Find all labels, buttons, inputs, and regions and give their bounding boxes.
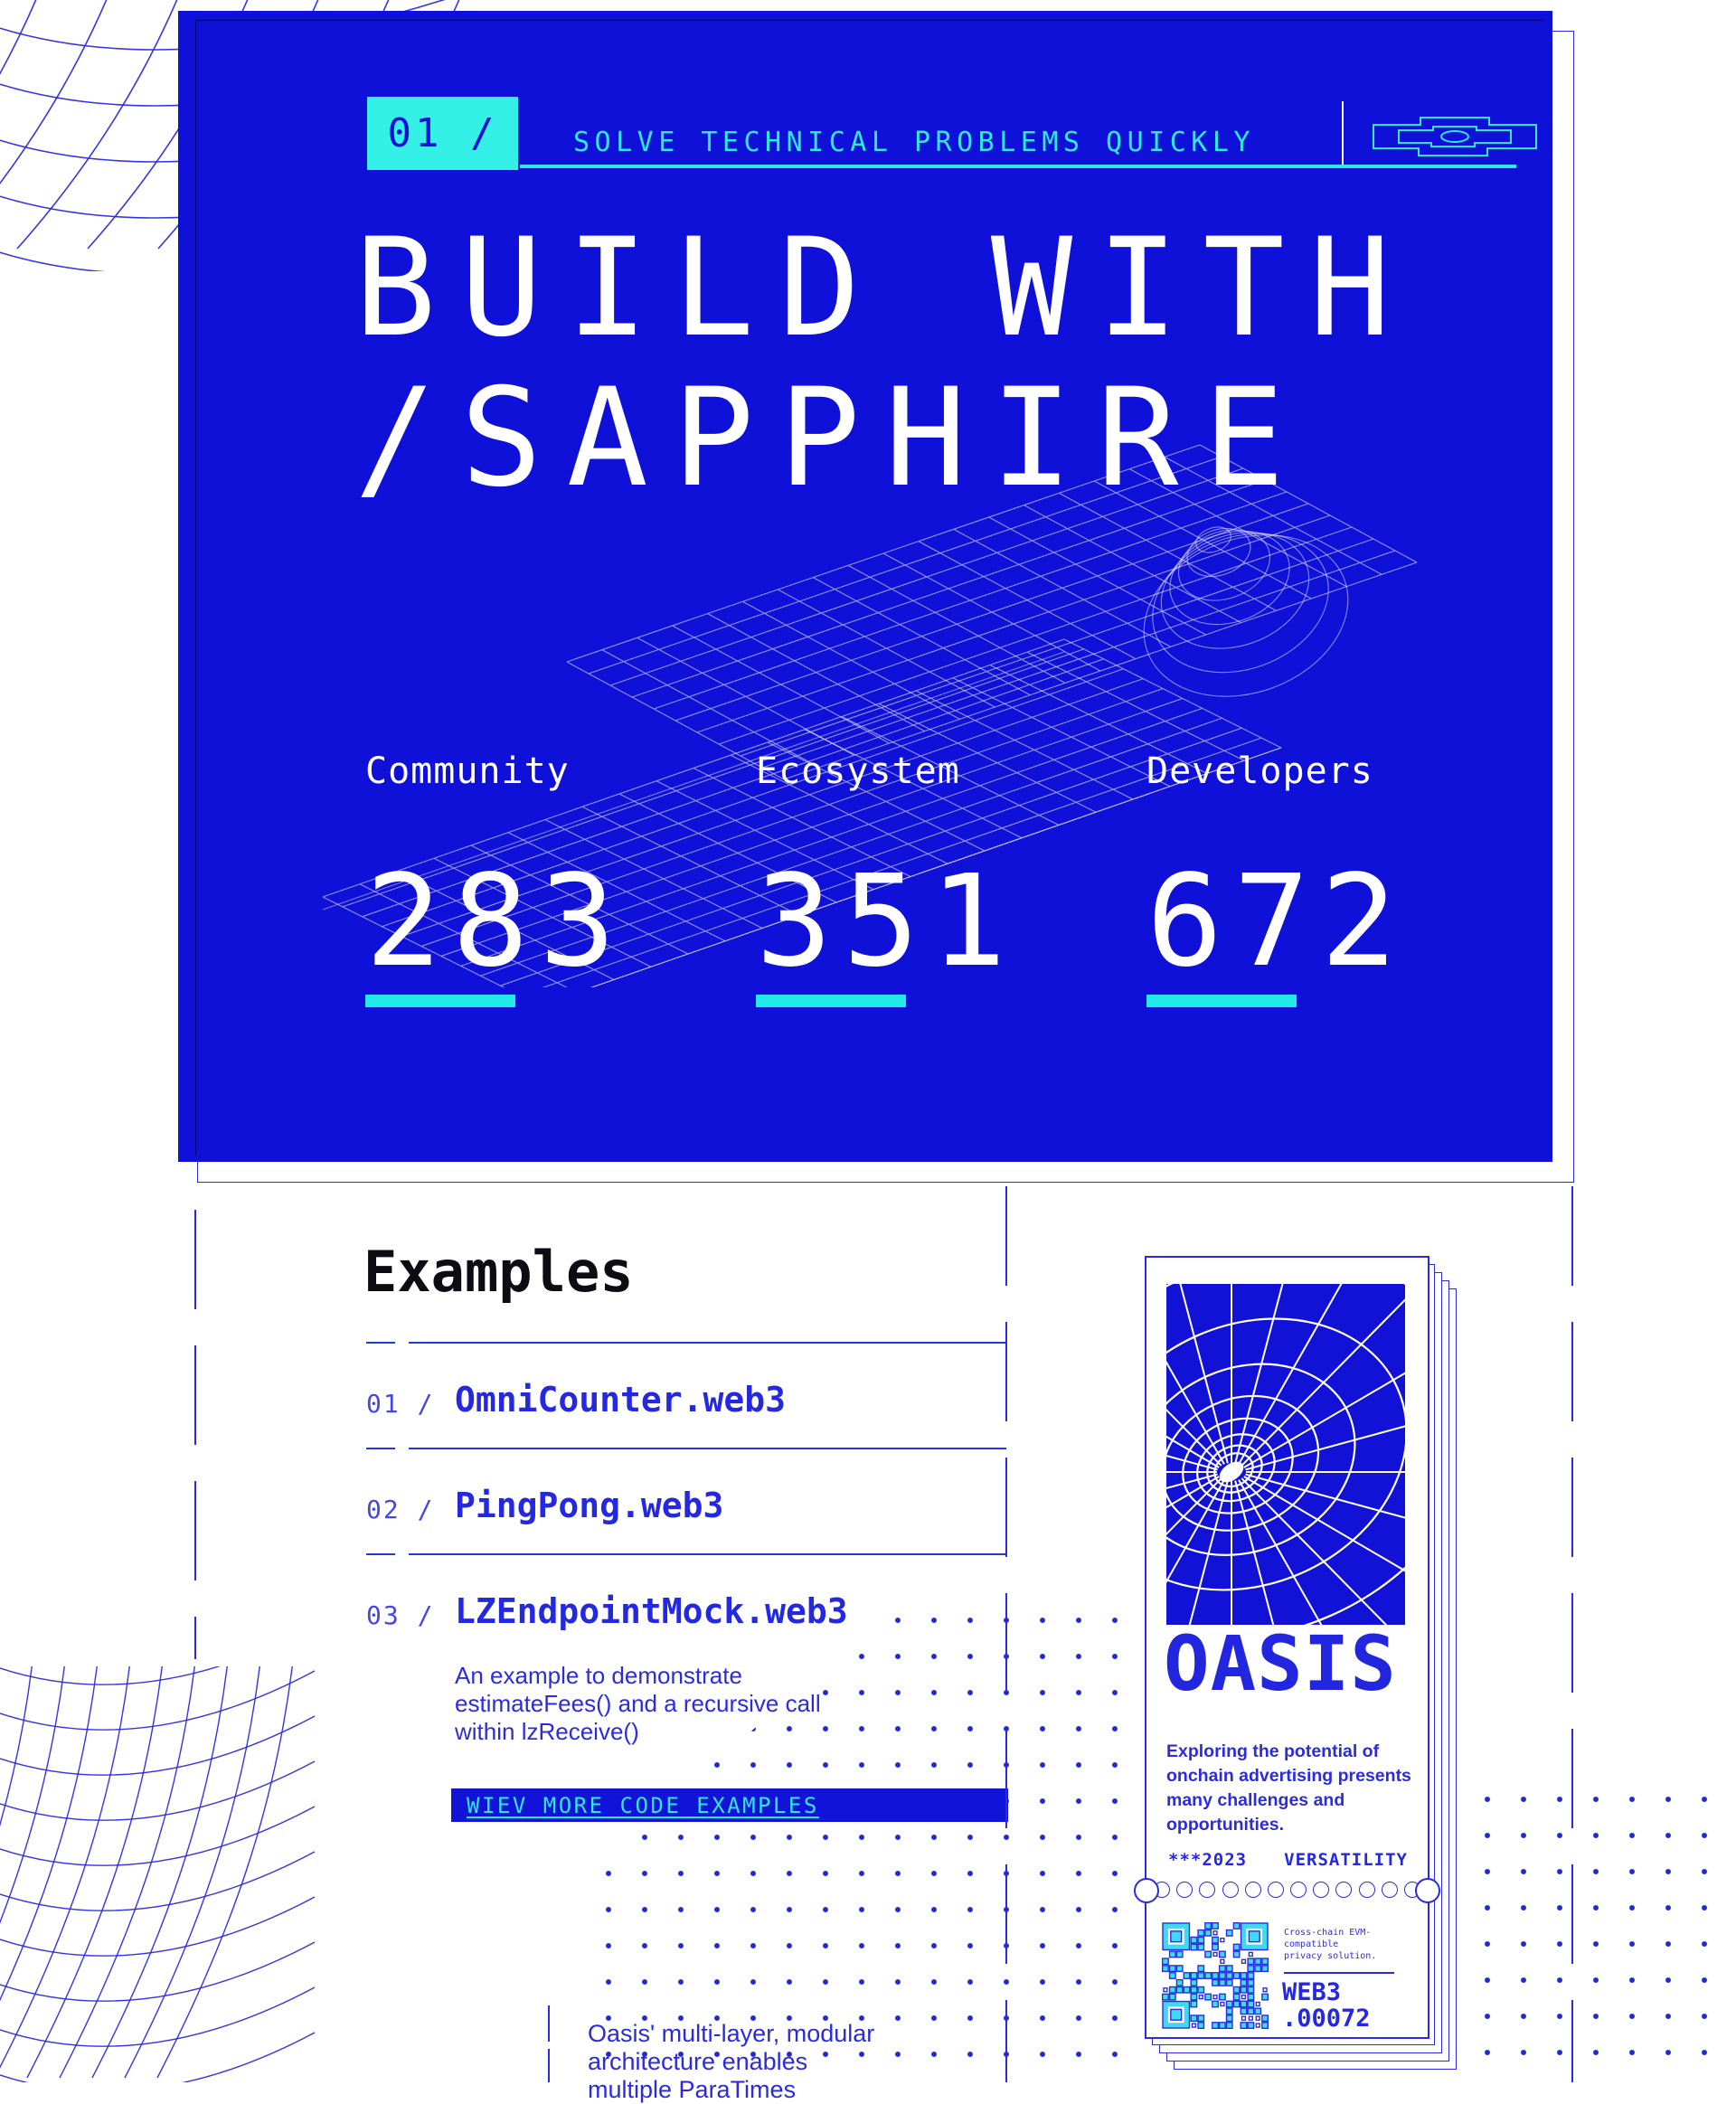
- card-tag: VERSATILITY: [1284, 1850, 1408, 1870]
- ticket-notch: [1134, 1878, 1159, 1903]
- sheet-wireframe-graphic: [322, 444, 1418, 987]
- footer-line: multiple ParaTimes: [588, 2076, 797, 2103]
- stat-label: Community: [365, 750, 570, 792]
- example-item-number: 03 /: [366, 1600, 435, 1630]
- stat-value: 672: [1146, 848, 1408, 995]
- dashed-guide-line: [548, 2005, 550, 2082]
- footer-paragraph: Oasis' multi-layer, modular architecture…: [588, 2020, 874, 2104]
- hero-tagline: SOLVE TECHNICAL PROBLEMS QUICKLY: [573, 127, 1255, 158]
- stat-underline-bar: [1146, 995, 1297, 1007]
- stat-value: 283: [365, 848, 627, 995]
- perforation-hole: [1381, 1882, 1398, 1898]
- oasis-ticket-card: OASIS Exploring the potential of onchain…: [1134, 1256, 1440, 2039]
- stat-value: 351: [756, 848, 1017, 995]
- perforation-hole: [1176, 1882, 1194, 1898]
- perforation-row: [1154, 1882, 1420, 1900]
- card-code: WEB3: [1282, 1978, 1342, 2006]
- hero-inner-line: [195, 20, 196, 1156]
- example-description: An example to demonstrate estimateFees()…: [455, 1662, 821, 1745]
- qr-code: [1162, 1922, 1269, 2029]
- stat-underline-bar: [365, 995, 515, 1007]
- ticket-notch: [1415, 1878, 1440, 1903]
- tube-wireframe-graphic: [0, 1666, 316, 2082]
- divider: [366, 1448, 395, 1449]
- divider: [366, 1342, 395, 1344]
- perforation-hole: [1199, 1882, 1216, 1898]
- divider: [409, 1342, 1006, 1344]
- divider: [366, 1553, 395, 1555]
- qr-caption: Cross-chain EVM-compatible privacy solut…: [1284, 1927, 1410, 1962]
- perforation-hole: [1244, 1882, 1261, 1898]
- card-code: .00072: [1282, 2005, 1371, 2033]
- example-item-pingpong[interactable]: PingPong.web3: [455, 1486, 724, 1525]
- example-item-lzendpointmock[interactable]: LZEndpointMock.web3: [455, 1591, 848, 1631]
- card-year: ***2023: [1168, 1850, 1248, 1870]
- divider: [409, 1448, 1006, 1449]
- hero-inner-line: [195, 20, 1544, 21]
- qr-caption-line: privacy solution.: [1284, 1951, 1377, 1961]
- stat-label: Ecosystem: [756, 750, 960, 792]
- stat-label: Developers: [1146, 750, 1373, 792]
- dot-grid-pattern: [1433, 1781, 1736, 2082]
- qr-caption-line: Cross-chain EVM-compatible: [1284, 1928, 1372, 1949]
- cyan-underline: [520, 165, 1516, 168]
- footer-line: Oasis' multi-layer, modular: [588, 2020, 875, 2047]
- hero-title-line1: BUILD WITH: [354, 210, 1416, 367]
- perforation-hole: [1267, 1882, 1284, 1898]
- divider: [409, 1553, 1006, 1555]
- hero-title-line2: /SAPPHIRE: [354, 360, 1309, 517]
- dashed-guide-line: [1005, 1186, 1007, 2082]
- example-item-number: 01 /: [366, 1389, 435, 1419]
- footer-line: architecture enables: [588, 2048, 808, 2075]
- cta-label[interactable]: WIEV MORE CODE EXAMPLES: [467, 1793, 819, 1818]
- example-item-number: 02 /: [366, 1495, 435, 1524]
- divider: [1284, 1972, 1394, 1974]
- example-item-omnicounter[interactable]: OmniCounter.web3: [455, 1380, 787, 1420]
- hero-panel: 01 / SOLVE TECHNICAL PROBLEMS QUICKLY BU…: [178, 11, 1552, 1162]
- examples-heading: Examples: [363, 1239, 634, 1305]
- section-number-badge: 01 /: [367, 97, 518, 170]
- divider: [1342, 101, 1344, 166]
- dashed-guide-line: [1571, 1186, 1573, 2082]
- lens-icon: [1373, 117, 1537, 156]
- perforation-hole: [1222, 1882, 1239, 1898]
- perforation-hole: [1290, 1882, 1307, 1898]
- card-brand: OASIS: [1164, 1619, 1397, 1708]
- view-more-code-examples-button[interactable]: WIEV MORE CODE EXAMPLES: [451, 1788, 1008, 1822]
- stat-underline-bar: [756, 995, 906, 1007]
- vortex-wireframe-graphic: [1166, 1284, 1405, 1625]
- card-blurb: Exploring the potential of onchain adver…: [1166, 1741, 1411, 1835]
- perforation-hole: [1313, 1882, 1330, 1898]
- dashed-guide-line: [194, 1210, 196, 1659]
- perforation-hole: [1358, 1882, 1375, 1898]
- perforation-hole: [1335, 1882, 1353, 1898]
